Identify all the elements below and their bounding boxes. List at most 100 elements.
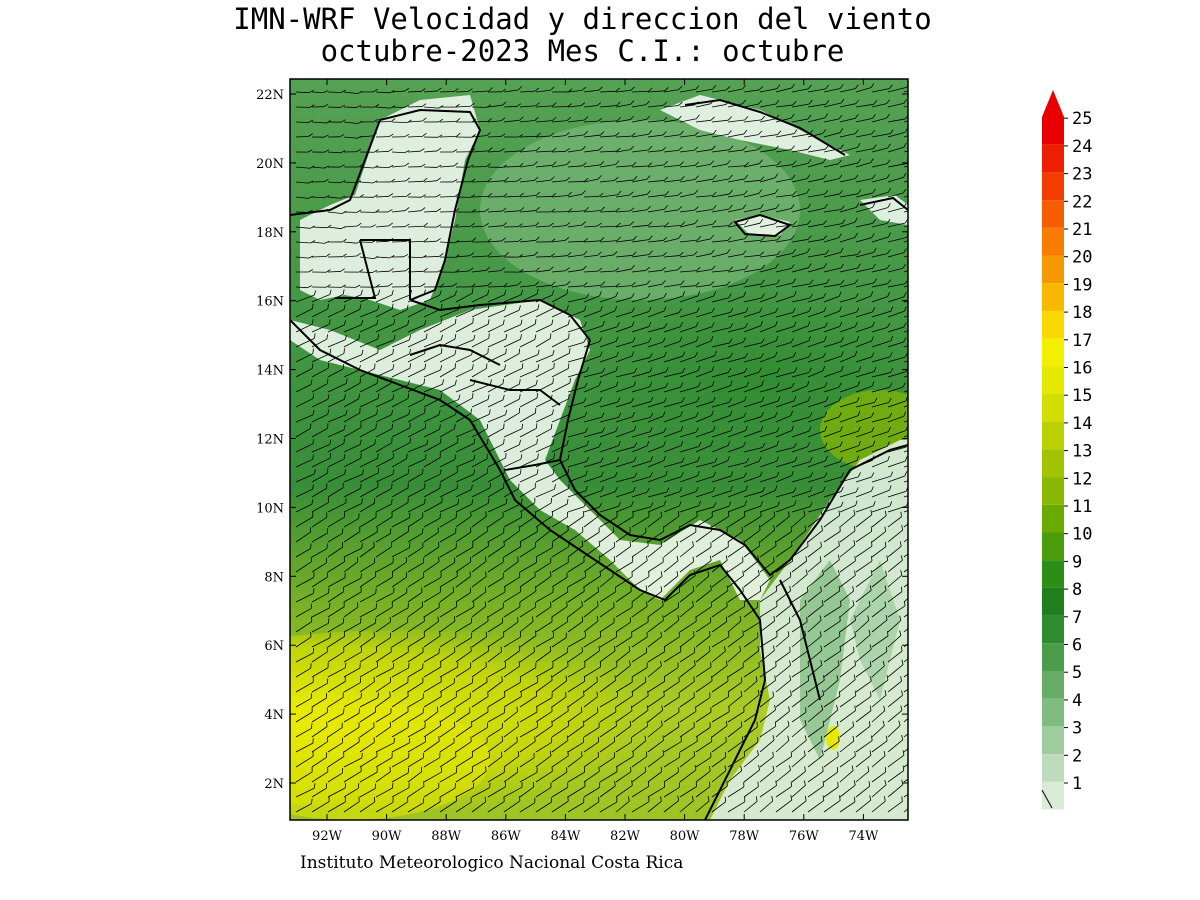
wind-barb-feather: [438, 409, 441, 415]
wind-barb: [375, 339, 394, 348]
wind-barb: [359, 697, 379, 708]
wind-barb: [759, 709, 776, 723]
wind-barb: [743, 560, 759, 573]
wind-barb: [695, 149, 713, 153]
wind-barb: [807, 620, 822, 633]
wind-barb: [775, 635, 790, 648]
wind-barb-feather: [358, 269, 364, 273]
wind-barb: [663, 134, 681, 138]
wind-barb: [823, 223, 843, 228]
wind-barb-feather: [678, 501, 682, 507]
wind-barb: [647, 475, 666, 483]
wind-barb: [759, 134, 778, 138]
wind-barb-feather: [884, 541, 887, 547]
wind-barb-feather: [791, 541, 793, 547]
wind-barb: [503, 106, 517, 108]
wind-barb: [727, 681, 743, 693]
wind-barb: [807, 356, 824, 363]
wind-barb: [487, 712, 505, 723]
wind-barb-feather: [631, 321, 635, 327]
wind-barb-feather: [803, 750, 806, 756]
wind-barb-feather: [826, 502, 830, 508]
wind-barb-feather: [777, 501, 780, 507]
wind-barb: [695, 666, 712, 678]
wind-barb-feather: [899, 615, 902, 621]
wind-barb-feather: [854, 217, 858, 223]
wind-barb: [727, 357, 746, 363]
wind-barb-feather: [887, 441, 890, 447]
wind-barb-feather: [471, 178, 476, 183]
wind-barb-feather: [694, 189, 699, 195]
wind-barb: [615, 650, 631, 663]
wind-barb-feather: [662, 337, 666, 343]
wind-barb: [775, 605, 791, 618]
colorbar-swatch: [1042, 754, 1064, 782]
wind-barb-feather: [373, 194, 378, 198]
wind-barb: [631, 193, 648, 198]
wind-barb: [535, 787, 552, 798]
wind-barb: [471, 352, 489, 363]
wind-barb: [663, 372, 683, 378]
wind-barb-feather: [761, 236, 766, 241]
wind-barb-feather: [872, 114, 876, 119]
wind-barb: [359, 368, 375, 378]
wind-barb: [599, 180, 615, 183]
wind-barb: [407, 91, 422, 93]
wind-barb: [583, 240, 601, 243]
wind-barb-feather: [772, 735, 775, 741]
wind-barb-feather: [682, 351, 686, 357]
wind-barb-feather: [552, 350, 555, 356]
wind-barb: [295, 636, 312, 648]
wind-barb-feather: [600, 457, 604, 463]
wind-barb-feather: [743, 190, 748, 195]
wind-barb: [359, 576, 376, 588]
wind-barb-feather: [503, 283, 508, 287]
wind-barb: [359, 516, 377, 528]
wind-barb-feather: [502, 222, 508, 226]
wind-barb: [359, 607, 377, 618]
wind-barb: [807, 506, 827, 513]
wind-barb: [343, 324, 362, 333]
wind-barb-feather: [923, 471, 925, 476]
wind-barb-feather: [884, 585, 887, 591]
wind-barb-feather: [488, 333, 490, 339]
lat-label: 14N: [256, 364, 284, 379]
wind-barb: [375, 637, 391, 648]
wind-barb-feather: [503, 438, 505, 444]
wind-barb: [503, 725, 519, 738]
wind-barb: [391, 607, 409, 618]
wind-barb: [631, 771, 647, 783]
wind-barb: [359, 472, 379, 483]
wind-barb-feather: [634, 425, 637, 431]
wind-barb-feather: [787, 720, 790, 726]
wind-barb: [711, 621, 727, 633]
wind-barb-feather: [854, 174, 859, 180]
wind-barb-feather: [565, 675, 568, 681]
wind-barb-feather: [346, 378, 348, 384]
wind-barb-feather: [904, 352, 908, 358]
wind-barb: [871, 372, 891, 378]
wind-barb: [487, 696, 506, 708]
wind-barb-feather: [693, 631, 695, 637]
colorbar-label: 9: [1072, 552, 1082, 572]
wind-barb-feather: [551, 192, 557, 197]
wind-barb-feather: [505, 333, 508, 340]
wind-barb: [519, 368, 538, 378]
wind-barb-feather: [840, 205, 845, 210]
wind-barb-feather: [648, 250, 653, 255]
wind-barb: [391, 711, 409, 723]
wind-barb-feather: [900, 511, 902, 517]
wind-barb-feather: [870, 291, 874, 297]
wind-barb: [407, 241, 425, 243]
wind-barb: [391, 517, 410, 528]
wind-barb: [343, 561, 358, 573]
wind-barb-feather: [421, 194, 426, 198]
wind-barb-feather: [502, 164, 508, 168]
colorbar-label: 4: [1072, 691, 1082, 711]
wind-barb: [663, 651, 682, 663]
wind-barb: [311, 637, 331, 648]
wind-barb: [631, 90, 649, 93]
colorbar-barb-sample: [1041, 789, 1053, 809]
wind-barb-feather: [582, 265, 587, 270]
wind-barb-feather: [632, 251, 637, 256]
